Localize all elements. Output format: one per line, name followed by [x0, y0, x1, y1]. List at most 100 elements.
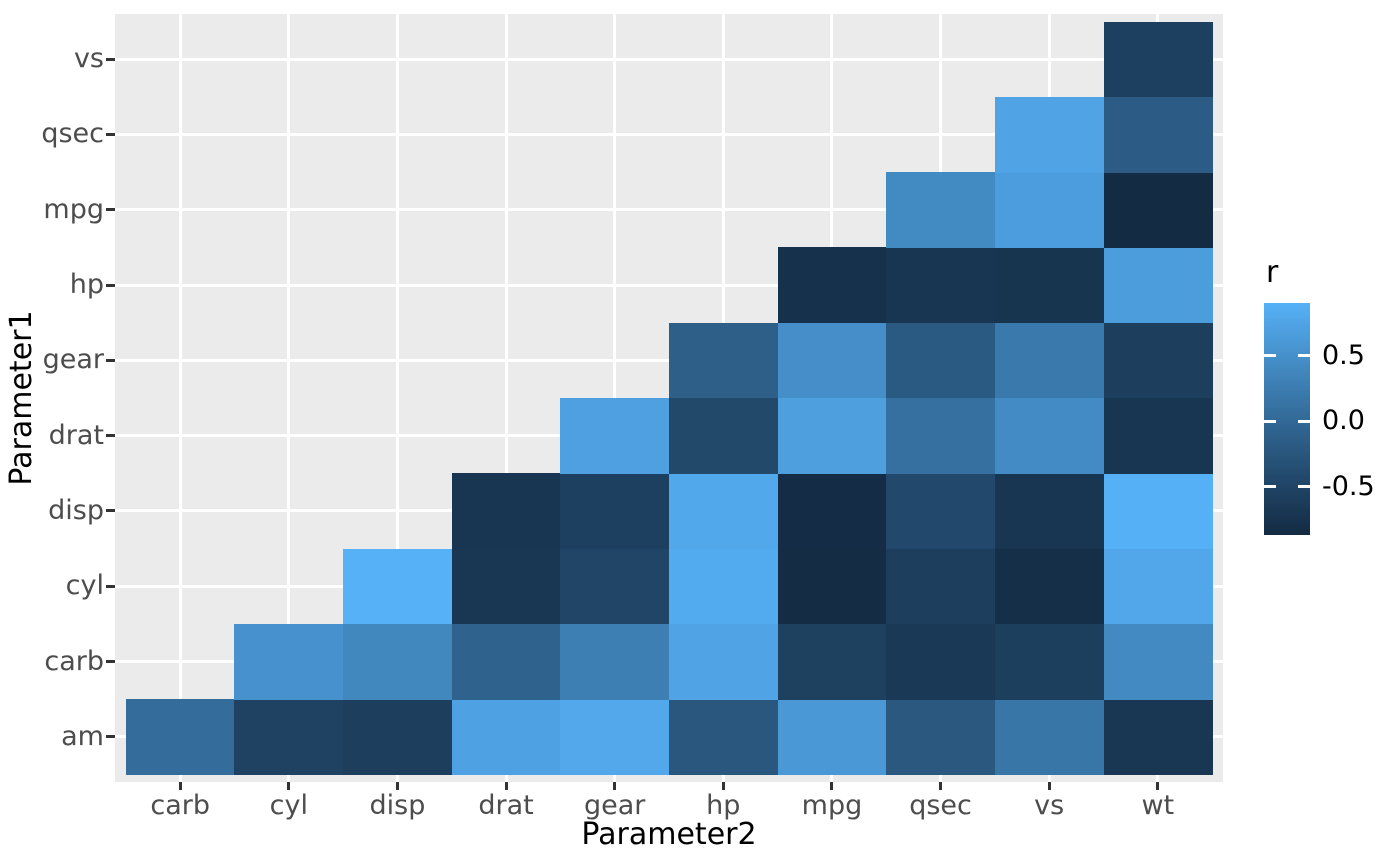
- y-axis-tick: [106, 283, 115, 287]
- y-axis-tick: [106, 358, 115, 362]
- heatmap-tile: [669, 398, 779, 474]
- x-axis-title: Parameter2: [581, 817, 757, 852]
- heatmap-tile: [994, 623, 1104, 700]
- heatmap-tile: [669, 623, 779, 700]
- legend-colorbar-tick: [1298, 354, 1310, 358]
- heatmap-tile: [777, 473, 887, 550]
- heatmap-tile: [1103, 21, 1213, 98]
- x-axis-tick: [1156, 782, 1160, 790]
- heatmap-tile: [234, 699, 344, 775]
- y-axis-tick: [106, 434, 115, 438]
- y-axis-tick: [106, 584, 115, 588]
- heatmap-tile: [343, 623, 453, 700]
- x-axis-tick-label: disp: [369, 790, 426, 821]
- major-gridline-vertical: [395, 14, 399, 782]
- y-axis-tick-label: carb: [44, 645, 104, 677]
- heatmap-tile: [777, 398, 887, 474]
- x-axis-tick-label: hp: [706, 790, 741, 821]
- major-gridline-vertical: [287, 14, 291, 782]
- heatmap-tile: [1103, 247, 1213, 324]
- y-axis-title: Parameter1: [4, 310, 39, 486]
- heatmap-tile: [1103, 548, 1213, 625]
- heatmap-tile: [560, 623, 670, 700]
- heatmap-tile: [1103, 322, 1213, 399]
- heatmap-tile: [669, 322, 779, 399]
- x-axis-tick: [287, 782, 291, 790]
- y-axis-tick-label: hp: [69, 269, 104, 301]
- x-axis-tick: [178, 782, 182, 790]
- x-axis-tick-label: wt: [1141, 790, 1175, 821]
- heatmap-tile: [777, 247, 887, 324]
- y-axis-tick-label: gear: [42, 344, 104, 376]
- legend-colorbar-tick: [1264, 485, 1276, 489]
- y-axis-tick-label: drat: [48, 419, 104, 451]
- heatmap-tile: [560, 699, 670, 775]
- major-gridline-horizontal: [115, 208, 1223, 212]
- major-gridline-horizontal: [115, 283, 1223, 287]
- heatmap-tile: [451, 548, 561, 625]
- heatmap-tile: [669, 548, 779, 625]
- heatmap-tile: [560, 398, 670, 474]
- heatmap-tile: [1103, 398, 1213, 474]
- x-axis-tick-label: drat: [478, 790, 534, 821]
- heatmap-tile: [451, 473, 561, 550]
- y-axis-tick: [106, 509, 115, 513]
- x-axis-tick-label: mpg: [801, 790, 863, 821]
- heatmap-tile: [886, 623, 996, 700]
- heatmap-tile: [343, 699, 453, 775]
- heatmap-tile: [1103, 473, 1213, 550]
- heatmap-tile: [777, 548, 887, 625]
- y-axis-tick: [106, 57, 115, 61]
- x-axis-tick: [1047, 782, 1051, 790]
- heatmap-tile: [1103, 699, 1213, 775]
- x-axis-tick: [504, 782, 508, 790]
- heatmap-tile: [669, 699, 779, 775]
- x-axis-tick-label: carb: [150, 790, 210, 821]
- legend-colorbar: [1264, 303, 1310, 535]
- legend-title: r: [1266, 255, 1279, 290]
- x-axis-tick-label: vs: [1034, 790, 1065, 821]
- x-axis-tick: [939, 782, 943, 790]
- legend-tick-label: 0.5: [1322, 339, 1365, 371]
- y-axis-tick: [106, 735, 115, 739]
- y-axis-tick-label: mpg: [43, 193, 104, 225]
- y-axis-tick: [106, 208, 115, 212]
- heatmap-tile: [560, 473, 670, 550]
- major-gridline-horizontal: [115, 57, 1223, 61]
- heatmap-tile: [777, 699, 887, 775]
- major-gridline-horizontal: [115, 132, 1223, 136]
- x-axis-tick-label: qsec: [909, 790, 972, 821]
- heatmap-tile: [451, 699, 561, 775]
- legend-tick-label: -0.5: [1322, 470, 1375, 502]
- legend-colorbar-tick: [1264, 419, 1276, 423]
- plot-panel: [115, 14, 1223, 782]
- legend-colorbar-tick: [1264, 354, 1276, 358]
- y-axis-tick: [106, 132, 115, 136]
- legend-tick-label: 0.0: [1322, 405, 1365, 437]
- heatmap-tile: [994, 699, 1104, 775]
- major-gridline-vertical: [178, 14, 182, 782]
- heatmap-tile: [994, 172, 1104, 248]
- y-axis-tick-label: am: [61, 720, 104, 752]
- x-axis-tick: [395, 782, 399, 790]
- heatmap-tile: [994, 473, 1104, 550]
- heatmap-tile: [886, 473, 996, 550]
- heatmap-tile: [994, 247, 1104, 324]
- heatmap-tile: [886, 398, 996, 474]
- x-axis-tick-label: cyl: [269, 790, 308, 821]
- heatmap-tile: [560, 548, 670, 625]
- heatmap-tile: [234, 623, 344, 700]
- heatmap-tile: [125, 699, 235, 775]
- x-axis-tick: [721, 782, 725, 790]
- y-axis-tick-label: qsec: [41, 118, 104, 150]
- legend-colorbar-tick: [1298, 419, 1310, 423]
- major-gridline-vertical: [504, 14, 508, 782]
- heatmap-tile: [994, 322, 1104, 399]
- y-axis-tick-label: vs: [73, 43, 104, 75]
- heatmap-tile: [451, 623, 561, 700]
- y-axis-tick: [106, 660, 115, 664]
- y-axis-tick-label: cyl: [65, 570, 104, 602]
- x-axis-tick-label: gear: [583, 790, 646, 821]
- x-axis-tick: [830, 782, 834, 790]
